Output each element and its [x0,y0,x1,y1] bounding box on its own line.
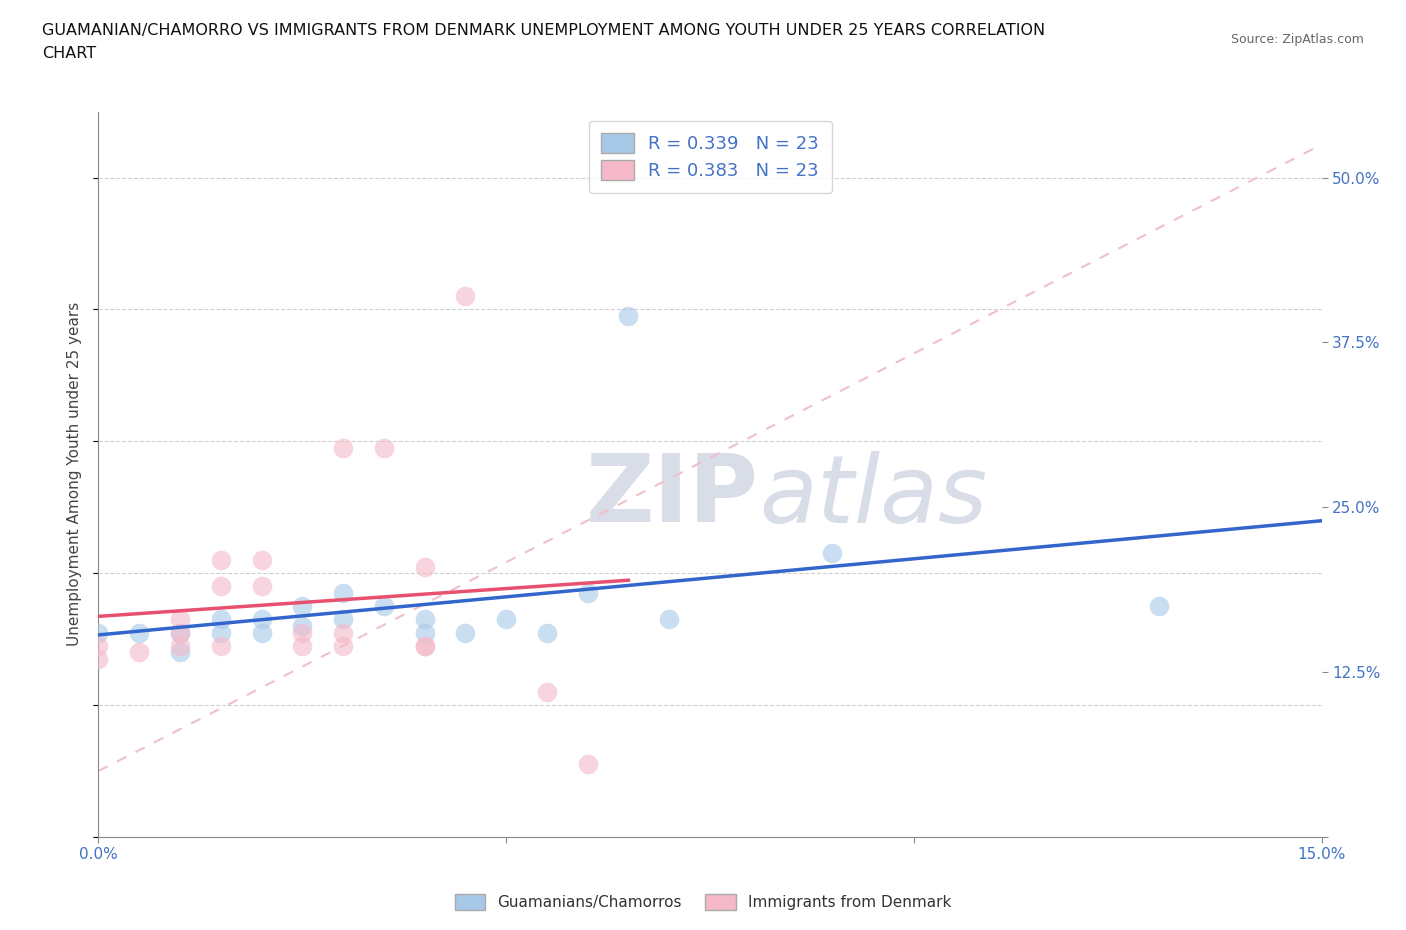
Point [536,684,558,699]
Point [250,579,273,594]
Point [209,579,232,594]
Point [169,625,191,640]
Point [291,625,314,640]
Point [169,612,191,627]
Point [373,441,395,456]
Point [250,625,273,640]
Point [128,625,150,640]
Point [413,638,436,653]
Point [209,612,232,627]
Point [291,599,314,614]
Point [536,625,558,640]
Text: Source: ZipAtlas.com: Source: ZipAtlas.com [1230,33,1364,46]
Point [87,652,110,667]
Point [413,612,436,627]
Point [128,644,150,659]
Text: atlas: atlas [759,450,987,541]
Legend: Guamanians/Chamorros, Immigrants from Denmark: Guamanians/Chamorros, Immigrants from De… [447,886,959,918]
Point [291,618,314,633]
Point [169,625,191,640]
Point [250,552,273,567]
Point [495,612,517,627]
Point [413,625,436,640]
Point [332,612,354,627]
Point [209,625,232,640]
Point [332,625,354,640]
Point [169,638,191,653]
Text: ZIP: ZIP [586,450,759,542]
Point [454,289,477,304]
Point [413,559,436,574]
Point [209,638,232,653]
Point [821,546,844,561]
Point [373,599,395,614]
Point [576,586,599,601]
Point [87,638,110,653]
Point [209,552,232,567]
Point [87,625,110,640]
Text: GUAMANIAN/CHAMORRO VS IMMIGRANTS FROM DENMARK UNEMPLOYMENT AMONG YOUTH UNDER 25 : GUAMANIAN/CHAMORRO VS IMMIGRANTS FROM DE… [42,23,1045,38]
Point [291,638,314,653]
Point [332,441,354,456]
Point [332,638,354,653]
Point [576,757,599,772]
Point [617,309,640,324]
Legend: R = 0.339   N = 23, R = 0.383   N = 23: R = 0.339 N = 23, R = 0.383 N = 23 [589,121,831,193]
Point [413,638,436,653]
Y-axis label: Unemployment Among Youth under 25 years: Unemployment Among Youth under 25 years [67,302,83,646]
Point [332,586,354,601]
Point [1147,599,1170,614]
Text: CHART: CHART [42,46,96,61]
Point [454,625,477,640]
Point [169,644,191,659]
Point [250,612,273,627]
Point [658,612,681,627]
